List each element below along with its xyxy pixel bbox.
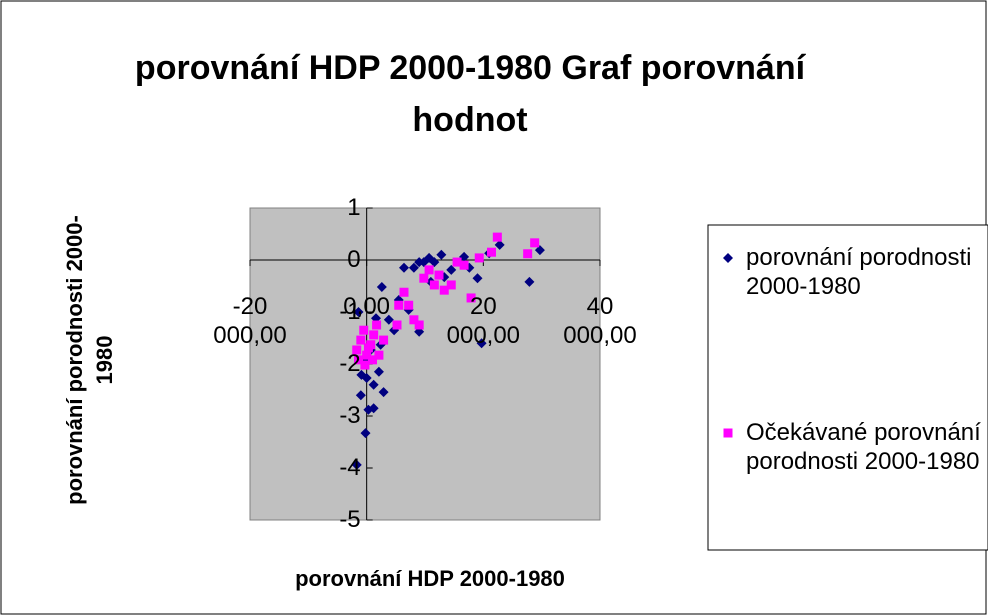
marker-diamond — [446, 264, 457, 275]
legend-marker — [723, 253, 733, 263]
marker-square — [352, 345, 362, 355]
marker-diamond — [408, 262, 419, 273]
x-tick-label: 0,00 — [343, 293, 391, 320]
marker-square — [354, 355, 363, 365]
marker-diamond — [376, 282, 387, 293]
y-tick-label: 0 — [347, 246, 361, 273]
marker-square — [452, 257, 462, 267]
y-tick-label: -2 — [339, 350, 361, 377]
marker-square — [466, 293, 476, 303]
marker-square — [419, 273, 429, 283]
marker-square — [487, 247, 496, 257]
x-tick-label: -20 000,00 — [213, 293, 287, 349]
marker-square — [523, 249, 533, 259]
marker-square — [492, 232, 502, 242]
marker-square — [530, 238, 540, 248]
marker-diamond — [361, 373, 372, 384]
y-tick-label: -5 — [339, 506, 361, 533]
marker-diamond — [373, 366, 384, 377]
legend-marker — [723, 428, 733, 438]
marker-square — [360, 360, 370, 370]
x-tick-label: 20 000,00 — [446, 293, 521, 349]
marker-square — [369, 330, 379, 340]
marker-diamond — [351, 459, 362, 470]
y-tick-label: -1 — [339, 298, 361, 325]
marker-diamond — [353, 307, 364, 317]
x-tick-label: 40 000,00 — [563, 293, 637, 349]
chart-title: porovnání HDP 2000-1980 Graf porovnání h… — [134, 49, 806, 139]
marker-diamond — [534, 245, 545, 256]
y-tick-label: 1 — [347, 194, 361, 221]
marker-square — [368, 355, 377, 365]
marker-diamond — [476, 338, 487, 349]
marker-square — [372, 320, 382, 330]
marker-diamond — [383, 314, 394, 325]
legend-label: porovnání porodnosti 2000-1980 — [746, 244, 972, 300]
marker-diamond — [524, 276, 535, 287]
legend-box — [707, 224, 988, 551]
marker-square — [394, 300, 404, 310]
y-tick-label: -4 — [339, 454, 361, 481]
marker-square — [356, 335, 366, 345]
marker-diamond — [368, 379, 379, 390]
marker-square — [379, 335, 389, 345]
x-axis-label: porovnání HDP 2000-1980 — [295, 566, 565, 591]
marker-diamond — [436, 249, 447, 260]
marker-diamond — [368, 403, 379, 414]
marker-square — [362, 350, 372, 360]
marker-diamond — [494, 239, 505, 250]
marker-diamond — [472, 273, 483, 284]
marker-square — [359, 325, 369, 335]
marker-square — [474, 253, 484, 263]
marker-square — [424, 265, 434, 275]
marker-square — [404, 300, 414, 310]
marker-diamond — [355, 390, 366, 401]
marker-square — [414, 320, 424, 330]
marker-square — [392, 320, 402, 330]
marker-square — [429, 280, 439, 290]
marker-square — [409, 315, 419, 325]
marker-square — [399, 287, 409, 297]
marker-square — [363, 343, 373, 353]
y-tick-label: -3 — [339, 402, 361, 429]
marker-square — [446, 280, 456, 290]
marker-square — [434, 270, 444, 280]
legend-label: Očekávané porovnání porodnosti 2000-1980 — [746, 419, 981, 475]
y-axis-label: porovnání porodnosti 2000-1980 — [62, 215, 117, 505]
marker-diamond — [378, 387, 389, 398]
marker-diamond — [399, 262, 409, 273]
marker-diamond — [360, 428, 371, 439]
marker-square — [459, 260, 469, 270]
marker-square — [374, 350, 384, 360]
marker-square — [439, 285, 449, 295]
marker-diamond — [429, 257, 440, 268]
